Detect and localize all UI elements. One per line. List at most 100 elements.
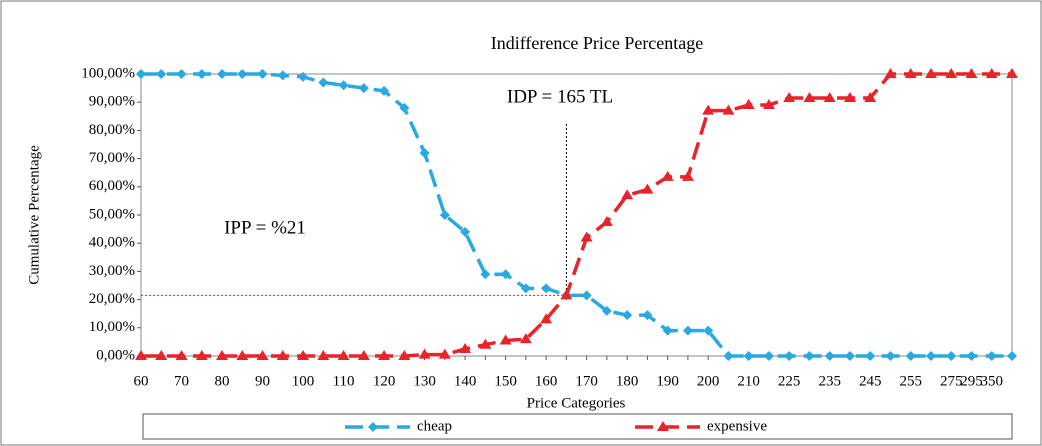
marker: [277, 70, 288, 81]
marker: [621, 189, 634, 200]
x-tick-label: 190: [656, 373, 679, 389]
x-tick-label: 200: [697, 373, 720, 389]
x-tick-label: 210: [737, 373, 760, 389]
marker: [297, 350, 310, 360]
marker: [479, 338, 492, 349]
x-tick-label: 150: [494, 373, 517, 389]
x-tick-label: 160: [535, 373, 558, 389]
x-tick-label: 70: [174, 373, 189, 389]
x-tick-label: 225: [778, 373, 801, 389]
marker: [641, 183, 654, 194]
marker: [438, 348, 451, 359]
marker: [803, 91, 816, 102]
y-tick-label: 90,00%: [89, 94, 135, 110]
series-line: [141, 72, 1012, 358]
marker: [499, 334, 512, 345]
marker: [622, 310, 633, 321]
legend-box: [142, 413, 1013, 440]
y-tick-label: 60,00%: [89, 178, 135, 194]
marker: [865, 351, 876, 361]
marker: [864, 91, 877, 102]
series-line: [141, 72, 1012, 358]
marker: [945, 68, 958, 78]
y-tick-label: 40,00%: [89, 235, 135, 251]
marker: [155, 350, 168, 360]
marker: [657, 421, 669, 431]
marker: [783, 91, 796, 102]
y-tick-label: 50,00%: [89, 206, 135, 222]
marker: [135, 350, 147, 360]
marker: [358, 83, 369, 94]
marker: [784, 351, 795, 361]
x-tick-label: 255: [899, 373, 922, 389]
marker: [905, 351, 916, 361]
x-tick-label: 170: [575, 373, 598, 389]
marker: [460, 226, 471, 237]
marker: [459, 342, 472, 353]
marker: [419, 147, 430, 158]
marker: [500, 269, 511, 280]
y-tick-label: 80,00%: [89, 122, 135, 138]
legend-label: cheap: [417, 418, 452, 434]
marker: [540, 313, 553, 324]
marker: [924, 68, 937, 78]
x-axis-label: Price Categories: [527, 395, 626, 411]
marker: [176, 69, 187, 79]
marker: [256, 350, 269, 360]
marker: [843, 91, 856, 102]
marker: [217, 69, 228, 79]
marker: [702, 104, 715, 115]
marker: [368, 422, 378, 432]
marker: [298, 71, 309, 82]
marker: [439, 210, 450, 220]
marker: [379, 85, 390, 96]
x-tick-label: 140: [454, 373, 477, 389]
marker: [966, 351, 977, 361]
marker: [661, 170, 674, 181]
marker: [682, 325, 693, 336]
marker: [156, 69, 167, 79]
x-tick-label: 350: [980, 373, 1003, 389]
marker: [337, 350, 350, 360]
x-tick-label: 245: [859, 373, 882, 389]
marker: [742, 99, 755, 110]
marker: [236, 350, 249, 360]
marker: [642, 310, 653, 321]
marker: [195, 350, 208, 360]
x-tick-label: 180: [616, 373, 639, 389]
marker: [1006, 68, 1018, 78]
marker: [276, 350, 289, 360]
marker: [338, 80, 349, 91]
marker: [762, 99, 775, 110]
marker: [520, 283, 531, 294]
y-axis-label: Cumulative Percentage: [26, 145, 42, 285]
x-tick-label: 235: [818, 373, 841, 389]
y-tick-label: 100,00%: [81, 65, 135, 81]
marker: [318, 77, 329, 88]
y-tick-label: 10,00%: [89, 319, 135, 335]
marker: [965, 68, 978, 78]
marker: [743, 351, 754, 361]
annotation: IDP = 165 TL: [507, 86, 613, 107]
chart-title: Indifference Price Percentage: [491, 33, 704, 53]
x-tick-label: 90: [255, 373, 270, 389]
marker: [946, 351, 957, 361]
marker: [541, 283, 552, 294]
y-tick-label: 30,00%: [89, 263, 135, 279]
marker: [398, 350, 411, 360]
marker: [723, 351, 734, 361]
marker: [904, 68, 917, 78]
marker: [519, 333, 532, 344]
x-tick-label: 120: [373, 373, 396, 389]
plot-area: [140, 73, 1013, 357]
marker: [985, 68, 998, 78]
marker: [560, 289, 573, 300]
x-tick-label: 110: [333, 373, 355, 389]
x-tick-label: 295: [960, 373, 983, 389]
y-tick-label: 20,00%: [89, 291, 135, 307]
marker: [581, 290, 592, 301]
marker: [216, 350, 229, 360]
marker: [237, 69, 248, 79]
